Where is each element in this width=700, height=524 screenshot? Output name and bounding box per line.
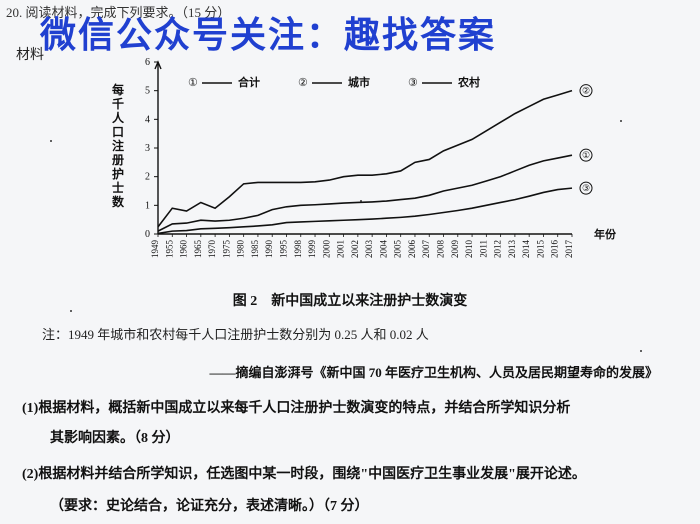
svg-text:1965: 1965 [193,240,203,259]
svg-text:2014: 2014 [521,240,531,259]
svg-text:注: 注 [112,138,124,153]
svg-text:口: 口 [112,125,124,139]
svg-text:2: 2 [145,172,150,183]
svg-text:0: 0 [145,229,150,240]
line-chart: 0 1 2 3 4 5 6 1949 1955 1960 1965 1970 1975 1980 1985 1… [100,52,620,282]
svg-text:1999: 1999 [307,240,317,259]
svg-text:1955: 1955 [164,240,174,259]
svg-text:每: 每 [112,82,124,97]
svg-text:2005: 2005 [393,240,403,259]
svg-text:2016: 2016 [550,240,560,259]
question-1: (1)根据材料，概括新中国成立以来每千人口注册护士数演变的特点，并结合所学知识分… [22,394,678,423]
svg-text:③: ③ [582,183,590,193]
svg-text:农村: 农村 [457,75,480,89]
svg-text:2012: 2012 [493,240,503,258]
svg-text:1990: 1990 [264,240,274,259]
svg-text:2008: 2008 [436,240,446,259]
watermark-text: 微信公众号关注：趣找答案 [40,6,496,58]
svg-text:士: 士 [112,180,124,195]
svg-text:6: 6 [145,57,150,68]
svg-text:2000: 2000 [321,240,331,259]
svg-text:3: 3 [145,143,150,154]
question-2: (2)根据材料并结合所学知识，任选图中某一时段，围绕"中国医疗卫生事业发展"展开… [22,460,678,489]
svg-text:②: ② [298,77,308,89]
svg-text:1970: 1970 [207,240,217,259]
svg-text:2003: 2003 [364,240,374,259]
svg-text:1960: 1960 [179,240,189,259]
svg-text:5: 5 [145,86,150,97]
svg-text:2004: 2004 [378,240,388,259]
svg-text:2010: 2010 [464,240,474,259]
svg-text:1949: 1949 [150,240,160,259]
svg-text:1975: 1975 [221,240,231,259]
svg-text:①: ① [188,77,198,89]
svg-text:2007: 2007 [421,240,431,259]
source-citation: ——摘编自澎湃号《新中国 70 年医疗卫生机构、人员及居民期望寿命的发展》 [209,362,658,381]
svg-text:年份: 年份 [594,227,617,241]
svg-text:2013: 2013 [507,240,517,259]
svg-text:1995: 1995 [278,240,288,259]
svg-text:城市: 城市 [348,75,370,89]
svg-text:2006: 2006 [407,240,417,259]
figure-caption: 图 2 新中国成立以来注册护士数演变 [0,290,700,310]
svg-text:人: 人 [112,110,125,125]
svg-text:2015: 2015 [535,240,545,259]
chart-svg: 0 1 2 3 4 5 6 1949 1955 1960 1965 1970 1975 1980 1985 1… [100,52,620,282]
svg-text:千: 千 [112,96,124,111]
svg-text:数: 数 [112,194,125,209]
svg-text:1980: 1980 [236,240,246,259]
chart-note: 注：1949 年城市和农村每千人口注册护士数分别为 0.25 人和 0.02 人 [42,324,429,343]
question-1-cont: 其影响因素。（8 分） [50,424,678,453]
svg-text:1998: 1998 [293,240,303,259]
svg-text:护: 护 [112,166,124,181]
svg-text:2017: 2017 [564,240,574,259]
svg-text:②: ② [582,86,590,96]
svg-text:2001: 2001 [336,240,346,258]
svg-text:2002: 2002 [350,240,360,258]
svg-text:①: ① [582,150,590,160]
svg-text:1: 1 [145,200,150,211]
svg-text:册: 册 [112,153,124,167]
question-2-cont: （要求：史论结合，论证充分，表述清晰。）（7 分） [50,492,678,521]
svg-text:③: ③ [408,77,418,89]
svg-text:4: 4 [145,114,150,125]
svg-text:2009: 2009 [450,240,460,259]
svg-text:合计: 合计 [238,75,260,89]
svg-text:2011: 2011 [478,240,488,258]
svg-text:1985: 1985 [250,240,260,259]
